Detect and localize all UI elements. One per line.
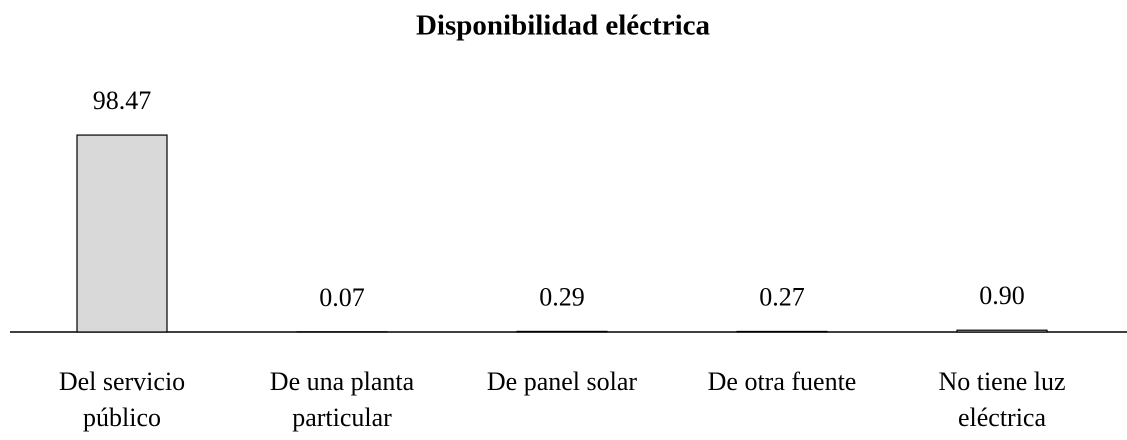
value-label: 0.07 (319, 283, 365, 312)
bar (76, 134, 168, 333)
bar (516, 330, 608, 333)
x-tick-label: De otra fuente (708, 367, 857, 396)
x-tick-label: De panel solar (487, 367, 638, 396)
x-tick-label: público (83, 403, 161, 432)
value-label: 98.47 (93, 86, 152, 115)
value-label: 0.90 (979, 281, 1025, 310)
value-label: 0.27 (759, 282, 805, 311)
bar (736, 330, 828, 333)
x-tick-label: De una planta (270, 367, 415, 396)
x-tick-label: eléctrica (958, 403, 1046, 432)
x-tick-label: Del servicio (59, 367, 185, 396)
value-label: 0.29 (539, 282, 585, 311)
bar (956, 329, 1048, 333)
x-tick-label: No tiene luz (938, 367, 1065, 396)
x-tick-label: particular (292, 403, 392, 432)
chart-title: Disponibilidad eléctrica (416, 10, 711, 42)
